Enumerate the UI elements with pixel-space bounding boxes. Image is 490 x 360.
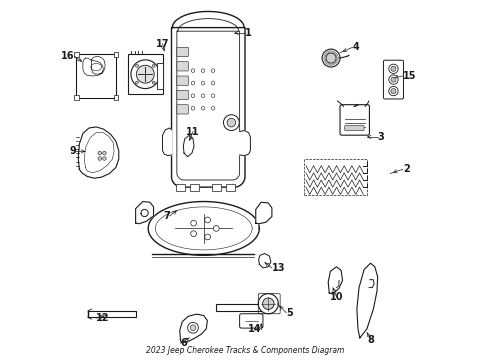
Circle shape bbox=[391, 66, 396, 71]
Text: 1: 1 bbox=[245, 28, 252, 38]
FancyBboxPatch shape bbox=[128, 54, 163, 94]
Circle shape bbox=[191, 69, 195, 72]
Bar bbox=[226, 184, 235, 191]
Circle shape bbox=[191, 81, 195, 85]
Bar bbox=[176, 184, 185, 191]
Circle shape bbox=[389, 64, 398, 73]
Circle shape bbox=[152, 81, 155, 84]
Text: 10: 10 bbox=[330, 292, 343, 302]
Circle shape bbox=[391, 77, 396, 82]
Circle shape bbox=[201, 69, 205, 72]
FancyBboxPatch shape bbox=[177, 105, 188, 114]
Circle shape bbox=[326, 53, 336, 63]
Text: 7: 7 bbox=[163, 211, 170, 221]
Text: 5: 5 bbox=[286, 308, 293, 318]
Bar bbox=[74, 52, 78, 57]
Circle shape bbox=[205, 217, 211, 223]
Circle shape bbox=[136, 65, 154, 83]
FancyBboxPatch shape bbox=[240, 314, 263, 328]
Circle shape bbox=[227, 118, 236, 127]
Bar bbox=[191, 184, 199, 191]
Text: 8: 8 bbox=[367, 334, 374, 345]
Text: 2023 Jeep Cherokee Tracks & Components Diagram: 2023 Jeep Cherokee Tracks & Components D… bbox=[146, 346, 344, 355]
Circle shape bbox=[136, 64, 138, 67]
Text: 3: 3 bbox=[378, 132, 385, 142]
Polygon shape bbox=[136, 202, 153, 224]
Circle shape bbox=[102, 157, 106, 160]
Circle shape bbox=[98, 151, 101, 155]
FancyBboxPatch shape bbox=[340, 105, 369, 135]
Bar bbox=[74, 95, 78, 100]
Circle shape bbox=[211, 107, 215, 110]
Circle shape bbox=[191, 220, 196, 226]
Text: 11: 11 bbox=[186, 127, 200, 136]
Text: 13: 13 bbox=[272, 263, 285, 273]
Circle shape bbox=[211, 69, 215, 72]
Text: 17: 17 bbox=[156, 39, 169, 49]
Text: 12: 12 bbox=[96, 313, 110, 323]
Text: 2: 2 bbox=[403, 164, 410, 174]
Text: 6: 6 bbox=[180, 338, 187, 348]
Circle shape bbox=[211, 94, 215, 98]
Text: 15: 15 bbox=[403, 71, 416, 81]
Polygon shape bbox=[328, 267, 343, 294]
Circle shape bbox=[223, 115, 239, 131]
Bar bbox=[157, 63, 163, 89]
Circle shape bbox=[98, 157, 101, 160]
Circle shape bbox=[136, 81, 138, 84]
Circle shape bbox=[205, 234, 211, 240]
FancyBboxPatch shape bbox=[344, 126, 364, 131]
Circle shape bbox=[214, 226, 219, 231]
Text: 16: 16 bbox=[61, 51, 74, 61]
Circle shape bbox=[188, 322, 198, 333]
Text: 9: 9 bbox=[70, 146, 76, 156]
Polygon shape bbox=[172, 12, 245, 187]
Circle shape bbox=[191, 231, 196, 237]
FancyBboxPatch shape bbox=[383, 60, 403, 99]
Circle shape bbox=[201, 81, 205, 85]
Circle shape bbox=[201, 107, 205, 110]
Polygon shape bbox=[183, 135, 194, 157]
FancyBboxPatch shape bbox=[177, 47, 188, 57]
Bar bbox=[76, 54, 116, 98]
Circle shape bbox=[102, 151, 106, 155]
Circle shape bbox=[191, 94, 195, 98]
Circle shape bbox=[141, 210, 148, 217]
Polygon shape bbox=[148, 202, 259, 255]
Circle shape bbox=[190, 325, 196, 330]
Circle shape bbox=[322, 49, 340, 67]
Polygon shape bbox=[180, 314, 207, 342]
FancyBboxPatch shape bbox=[177, 62, 188, 71]
Polygon shape bbox=[259, 253, 271, 268]
Polygon shape bbox=[256, 202, 272, 224]
Bar bbox=[212, 184, 220, 191]
Circle shape bbox=[391, 89, 396, 94]
Polygon shape bbox=[357, 263, 378, 338]
Circle shape bbox=[389, 86, 398, 96]
Circle shape bbox=[389, 75, 398, 84]
Bar bbox=[114, 52, 118, 57]
Text: 14: 14 bbox=[247, 324, 261, 334]
FancyBboxPatch shape bbox=[177, 90, 188, 100]
Polygon shape bbox=[78, 127, 119, 178]
Bar bbox=[304, 159, 367, 195]
FancyBboxPatch shape bbox=[177, 76, 188, 85]
Bar bbox=[114, 95, 118, 100]
Text: 4: 4 bbox=[353, 42, 359, 52]
Bar bbox=[88, 311, 136, 318]
Circle shape bbox=[263, 298, 274, 310]
Polygon shape bbox=[240, 131, 250, 156]
Circle shape bbox=[258, 294, 278, 314]
Circle shape bbox=[201, 94, 205, 98]
Bar bbox=[216, 305, 269, 311]
Circle shape bbox=[131, 60, 160, 89]
Circle shape bbox=[152, 64, 155, 67]
Circle shape bbox=[211, 81, 215, 85]
Polygon shape bbox=[163, 128, 172, 156]
Circle shape bbox=[191, 107, 195, 110]
